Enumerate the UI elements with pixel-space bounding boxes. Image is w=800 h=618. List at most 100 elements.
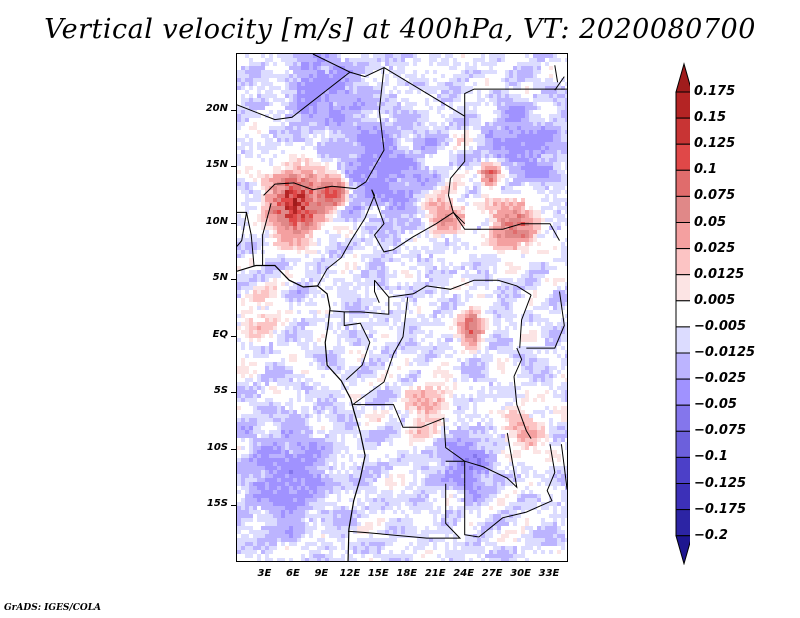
field-cell [457,198,461,202]
field-cell [393,142,397,146]
field-cell [385,242,389,246]
field-cell [501,254,505,258]
field-cell [529,126,533,130]
field-cell [305,230,309,234]
field-cell [337,206,341,210]
field-cell [261,166,265,170]
field-cell [245,182,249,186]
field-cell [305,166,309,170]
field-cell [317,98,321,102]
field-cell [437,106,441,110]
field-cell [433,130,437,134]
field-cell [437,74,441,78]
field-cell [469,182,473,186]
field-cell [545,142,549,146]
field-cell [473,206,477,210]
field-cell [349,118,353,122]
field-cell [533,114,537,118]
field-cell [413,258,417,262]
field-cell [333,138,337,142]
field-cell [493,214,497,218]
field-cell [345,58,349,62]
field-cell [373,106,377,110]
field-cell [301,214,305,218]
field-cell [541,78,545,82]
field-cell [273,146,277,150]
field-cell [453,210,457,214]
field-cell [521,282,525,286]
field-cell [541,202,545,206]
field-cell [341,274,345,278]
field-cell [321,114,325,118]
field-cell [417,138,421,142]
field-cell [437,170,441,174]
field-cell [433,286,437,290]
field-cell [517,58,521,62]
field-cell [477,102,481,106]
field-cell [525,286,529,290]
field-cell [517,118,521,122]
field-cell [557,166,561,170]
field-cell [249,110,253,114]
field-cell [429,166,433,170]
field-cell [293,114,297,118]
field-cell [413,210,417,214]
field-cell [385,74,389,78]
field-cell [501,286,505,290]
field-cell [357,114,361,118]
field-cell [465,270,469,274]
field-cell [309,250,313,254]
field-cell [493,254,497,258]
field-cell [521,66,525,70]
field-cell [325,270,329,274]
field-cell [565,178,567,182]
field-cell [393,258,397,262]
field-cell [293,294,297,298]
field-cell [245,174,249,178]
field-cell [553,254,557,258]
field-cell [393,146,397,150]
field-cell [337,246,341,250]
field-cell [541,266,545,270]
field-cell [401,174,405,178]
field-cell [553,274,557,278]
field-cell [405,170,409,174]
field-cell [441,182,445,186]
field-cell [285,194,289,198]
field-cell [273,82,277,86]
field-cell [453,118,457,122]
field-cell [273,162,277,166]
field-cell [397,238,401,242]
field-cell [329,182,333,186]
field-cell [465,158,469,162]
field-cell [449,278,453,282]
field-cell [317,130,321,134]
field-cell [445,258,449,262]
field-cell [377,250,381,254]
field-cell [389,106,393,110]
field-cell [437,82,441,86]
field-cell [337,178,341,182]
field-cell [557,130,561,134]
field-cell [245,114,249,118]
field-cell [425,278,429,282]
field-cell [285,294,289,298]
field-cell [465,242,469,246]
field-cell [413,254,417,258]
field-cell [469,198,473,202]
field-cell [261,74,265,78]
field-cell [297,154,301,158]
field-cell [449,190,453,194]
field-cell [505,162,509,166]
field-cell [437,166,441,170]
field-cell [269,182,273,186]
field-cell [313,162,317,166]
field-cell [341,254,345,258]
field-cell [393,210,397,214]
field-cell [345,138,349,142]
field-cell [445,190,449,194]
field-cell [369,206,373,210]
field-cell [545,174,549,178]
field-cell [261,146,265,150]
field-cell [357,190,361,194]
